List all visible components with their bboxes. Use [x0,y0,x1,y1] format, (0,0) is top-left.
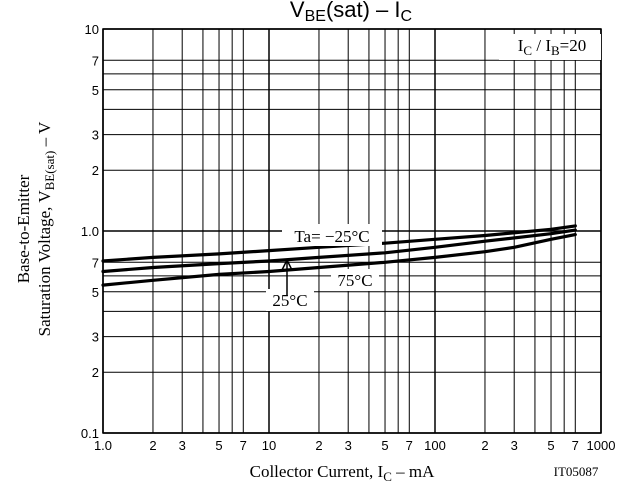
x-tick-label: 1000 [587,438,616,453]
ylabel-line1: Base-to-Emitter [14,174,33,283]
series-75c [101,233,577,287]
ylabel-line2-rest: – V [35,121,54,151]
series-label-25c: 25°C [266,289,314,311]
cond-main: I [518,36,524,55]
series-label-text-75c: 75°C [337,271,372,290]
series-label-75c: 75°C [331,269,379,291]
y-tick-label: 2 [92,163,99,178]
x-tick-label: 1.0 [94,438,112,453]
x-tick-label: 3 [179,438,186,453]
figure-id: IT05087 [554,464,599,479]
cond-sub1: C [523,43,532,58]
x-tick-label: 7 [240,438,247,453]
x-tick-label: 10 [262,438,276,453]
x-tick-label: 7 [572,438,579,453]
condition-label-bg [499,34,601,60]
y-tick-label: 1.0 [81,224,99,239]
x-tick-label: 3 [345,438,352,453]
cond-sub2: B [551,43,560,58]
title-mid: (sat) – I [326,0,401,22]
title-main: V [290,0,305,22]
xlabel-main: Collector Current, I [250,462,384,481]
series-label-ta-minus25: Ta= −25°C [282,224,382,246]
tick-labels: 1.0 2 3 5 7 10 2 3 5 7 100 2 3 5 7 1000 0.1 2 3 5 7 1.0 2 3 5 7 10 [81,22,616,453]
series-25c-pointer [281,258,293,296]
plot-frame [102,28,602,434]
series-label-bg-75c [331,269,379,291]
x-axis-label: Collector Current, IC – mA [250,462,436,484]
x-tick-label: 3 [511,438,518,453]
series-label-text-25c: 25°C [272,291,307,310]
ylabel-line2: Saturation Voltage, VBE(sat) – V [35,121,57,336]
condition-label: IC / IB=20 [499,34,601,60]
x-tick-label: 2 [315,438,322,453]
xlabel-rest: – mA [392,462,435,481]
y-tick-label: 7 [92,255,99,270]
series-label-text-ta-minus25: Ta= −25°C [294,227,369,246]
y-tick-label: 2 [92,365,99,380]
ylabel-line2-main: Saturation Voltage, V [35,190,54,337]
x-tick-label: 100 [424,438,446,453]
cond-mid: / I [532,36,551,55]
y-tick-label: 10 [85,22,99,37]
y-tick-label: 7 [92,53,99,68]
series-25c [101,228,577,274]
svg-text:IC / IB=20: IC / IB=20 [518,36,587,58]
y-tick-label: 5 [92,285,99,300]
x-tick-label: 5 [547,438,554,453]
y-tick-label: 3 [92,128,99,143]
chart-title: VBE(sat) – IC [290,0,412,25]
x-tick-label: 5 [381,438,388,453]
y-tick-label: 0.1 [81,426,99,441]
x-tick-label: 2 [149,438,156,453]
series-label-bg-ta-minus25 [282,224,382,246]
ylabel-line2-sub: BE(sat) [42,151,57,191]
title-sub1: BE [305,8,326,25]
title-sub2: C [401,8,413,25]
x-tick-label: 7 [406,438,413,453]
x-tick-label: 2 [481,438,488,453]
cond-rest: =20 [560,36,587,55]
y-tick-label: 3 [92,330,99,345]
y-tick-label: 5 [92,83,99,98]
series-label-bg-25c [266,289,314,311]
x-tick-label: 5 [215,438,222,453]
y-axis-label: Base-to-Emitter Saturation Voltage, VBE(… [14,121,57,336]
xlabel-sub: C [383,469,392,484]
